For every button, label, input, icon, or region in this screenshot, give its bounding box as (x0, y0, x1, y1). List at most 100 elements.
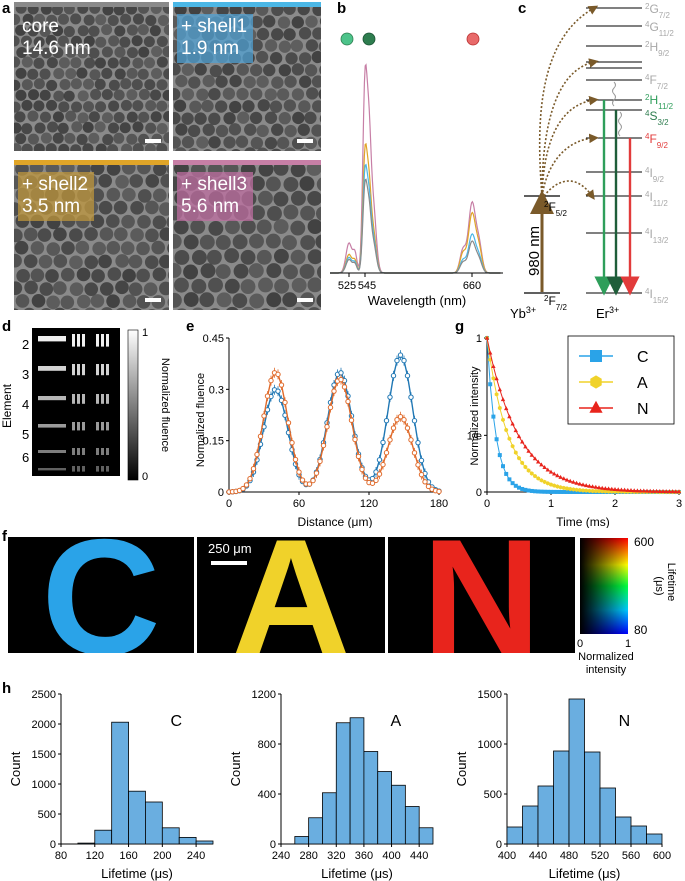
marker-triangle (513, 428, 518, 433)
nanoparticle (163, 110, 169, 122)
energy-level-diagram: 980 nm 2F5/2 2F7/2 Yb3+ Er3+ 2G7/2 4G11/… (510, 2, 674, 319)
histogram-bar (377, 771, 392, 845)
row-label: 5 (22, 427, 29, 442)
data-point (310, 477, 316, 484)
y-axis-label: Element (0, 383, 14, 428)
nanoparticle (14, 56, 21, 68)
nanoparticle (298, 27, 312, 40)
nanoparticle (208, 277, 223, 293)
bar-vertical (77, 466, 80, 472)
tem-image-shell3: + shell3 5.6 nm (173, 160, 321, 310)
panel-label-c: c (518, 0, 527, 17)
nanoparticle (113, 112, 125, 124)
marker-triangle (488, 350, 493, 355)
nanoparticle (318, 89, 321, 100)
nanoparticle (173, 263, 182, 278)
nanoparticle (82, 78, 95, 90)
nanoparticle (202, 74, 215, 88)
nanoparticle (191, 278, 207, 294)
nanoparticle (200, 263, 216, 279)
bar-horizontal (38, 336, 66, 342)
nanoparticle (269, 100, 283, 113)
chart-e-profiles: Normalized fluence Distance (μm) 0 60 120 1… (195, 333, 448, 528)
nanoparticle (291, 277, 307, 293)
nanoparticle (256, 249, 272, 265)
resolution-bars (38, 334, 109, 472)
bar-vertical (96, 334, 99, 347)
nanoparticle (278, 112, 291, 125)
nanoparticle (271, 148, 282, 151)
x-tick-label: 600 (653, 850, 671, 862)
nanoparticle (175, 74, 188, 88)
tem-color-bar (14, 2, 169, 7)
tem-label-size: 5.6 nm (181, 196, 240, 217)
nanoparticle (271, 28, 284, 41)
nanoparticle (82, 121, 94, 133)
nanoparticle (21, 79, 33, 91)
legend-label: A (637, 375, 648, 392)
nanoparticle (15, 24, 27, 36)
x-tick-label: 240 (187, 850, 205, 862)
panel-label-f: f (2, 528, 7, 545)
nanoparticle (311, 50, 321, 64)
nanoparticle (237, 111, 250, 124)
nanoparticle (167, 243, 169, 253)
nanoparticle (126, 133, 138, 145)
nanoparticle (37, 228, 52, 242)
nanoparticle (119, 122, 131, 134)
relaxation-squiggle (612, 81, 616, 107)
nanoparticle (114, 227, 128, 241)
data-point (397, 414, 404, 420)
panel-label-g: g (455, 318, 465, 335)
panel-label-d: d (2, 318, 12, 335)
nanoparticle (241, 306, 255, 310)
nanoparticle (14, 308, 19, 310)
colorbar-x-max: 1 (625, 638, 631, 650)
nanoparticle (14, 240, 29, 255)
nanoparticle (208, 112, 221, 126)
y-tick-label: 500 (38, 809, 56, 821)
nanoparticle (159, 254, 169, 269)
bar-vertical (96, 448, 99, 455)
nanoparticle (208, 220, 224, 236)
yb-excited-label: 2F5/2 (544, 200, 567, 218)
nanoparticle (159, 281, 169, 296)
nanoparticle (14, 101, 21, 113)
panel-label-b: b (337, 0, 347, 17)
histogram-bar (363, 751, 379, 845)
nanoparticle (163, 68, 169, 80)
marker-triangle (590, 484, 595, 489)
data-point (401, 357, 407, 364)
nanoparticle (319, 65, 321, 75)
nanoparticle (107, 144, 119, 151)
nanoparticle (28, 47, 40, 59)
y-tick-label: 500 (484, 789, 502, 801)
nanoparticle (91, 269, 105, 283)
marker-square (529, 488, 534, 493)
nanoparticle (101, 112, 114, 124)
nanoparticle (271, 123, 284, 136)
nanoparticle (258, 277, 273, 293)
level-label: 4F7/2 (645, 73, 668, 91)
data-point (369, 480, 376, 486)
nanoparticle (231, 149, 241, 151)
bar-vertical (101, 334, 104, 347)
nanoparticle (264, 39, 278, 52)
nanoparticle (45, 143, 57, 151)
nanoparticle (284, 124, 297, 138)
nanoparticle (318, 137, 321, 148)
nanoparticle (120, 13, 132, 25)
nanoparticle (46, 79, 58, 91)
bar-horizontal (38, 396, 66, 401)
nanoparticle (34, 122, 46, 134)
data-point (247, 475, 253, 482)
nanoparticle (108, 122, 120, 134)
nanoparticle (314, 149, 321, 151)
nanoparticle (95, 143, 107, 151)
letter: C (41, 537, 161, 653)
nanoparticle (57, 122, 69, 134)
bar-vertical (101, 448, 104, 455)
nanoparticle (278, 64, 292, 77)
nanoparticle (126, 47, 138, 59)
nanoparticle (45, 34, 57, 46)
